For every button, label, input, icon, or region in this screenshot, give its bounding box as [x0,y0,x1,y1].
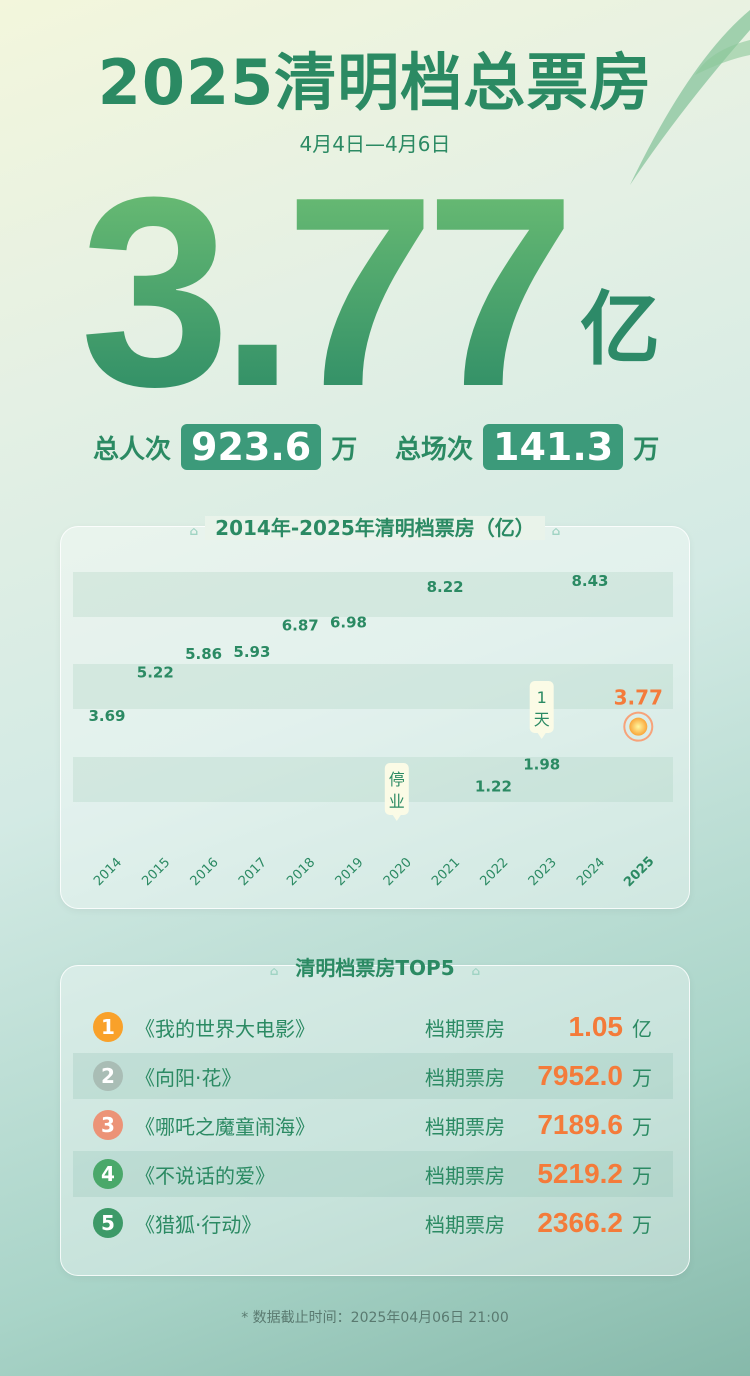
admissions-unit: 万 [331,434,358,465]
ranking-row: 3 《哪吒之魔童闹海》 档期票房 7189.6 万 [73,1102,673,1148]
rank-badge: 4 [93,1159,123,1189]
x-tick-2022: 2022 [477,855,511,889]
total-box-office: 3.77 [80,142,575,443]
box-office-label: 档期票房 [425,1065,505,1090]
x-tick-2015: 2015 [139,855,173,889]
box-office-label: 档期票房 [425,1212,505,1237]
top5-title: ⌂ 清明档票房TOP5 ⌂ [0,952,750,981]
box-office-unit: 亿 [632,1016,652,1041]
value-label-2021: 8.22 [427,578,464,596]
x-tick-2019: 2019 [333,855,367,889]
movie-title: 《向阳·花》 [135,1065,242,1090]
annotation-bubble [529,681,554,733]
bar-chart: 3.69 2014 5.22 2015 5.86 2016 5.93 2017 6.87 2018… [73,572,673,890]
box-office-value: 5219.2 [537,1158,623,1189]
rank-badge: 3 [93,1110,123,1140]
chart-title: ⌂ 2014年-2025年清明档票房（亿） ⌂ [0,512,750,541]
value-label-2019: 6.98 [330,613,367,631]
house-icon: ⌂ [269,964,279,978]
x-tick-2017: 2017 [236,855,270,889]
x-tick-2021: 2021 [429,855,463,889]
admissions-label: 总人次 [93,434,172,465]
rank-badge: 1 [93,1012,123,1042]
box-office-value: 1.05 [568,1011,624,1042]
box-office-unit: 万 [632,1212,652,1237]
x-tick-2023: 2023 [526,855,560,889]
ranking-row: 2 《向阳·花》 档期票房 7952.0 万 [73,1053,673,1099]
house-icon: ⌂ [471,964,481,978]
ranking-row: 5 《猎狐·行动》 档期票房 2366.2 万 [73,1200,673,1246]
box-office-value: 7952.0 [537,1060,623,1091]
screenings-value: 141.3 [483,424,624,470]
x-tick-2025: 2025 [621,854,657,890]
x-tick-2020: 2020 [381,855,415,889]
house-icon: ⌂ [551,524,561,538]
top5-title-text: 清明档票房TOP5 [295,956,455,980]
screenings-stat: 总场次 141.3 万 [395,424,659,470]
box-office-label: 档期票房 [425,1163,505,1188]
ranking-row: 1 《我的世界大电影》 档期票房 1.05 亿 [73,1004,673,1050]
page-title: 2025清明档总票房 [97,46,653,119]
ranking-row: 4 《不说话的爱》 档期票房 5219.2 万 [73,1151,673,1197]
chart-title-text: 2014年-2025年清明档票房（亿） [205,516,545,540]
total-unit: 亿 [580,283,660,376]
annotation-text: 停业 [389,770,405,811]
rank-badge: 5 [93,1208,123,1238]
rank-badge: 2 [93,1061,123,1091]
value-label-2014: 3.69 [88,707,125,725]
annotation-pointer [537,733,546,739]
annotation-bubble [384,763,409,815]
admissions-stat: 总人次 923.6 万 [93,424,357,470]
admissions-value: 923.6 [181,424,322,470]
highlight-ring [623,711,654,742]
data-cutoff-note: * 数据截止时间：2025年04月06日 21:00 [241,1310,509,1326]
box-office-label: 档期票房 [425,1016,505,1041]
grid-band [73,757,673,802]
x-tick-2018: 2018 [284,855,318,889]
x-tick-2016: 2016 [188,855,222,889]
movie-title: 《不说话的爱》 [135,1163,275,1188]
annotation-pointer [392,815,401,821]
house-icon: ⌂ [189,524,199,538]
chart-card [60,526,690,909]
screenings-label: 总场次 [395,434,474,465]
box-office-unit: 万 [632,1114,652,1139]
grid-band [73,664,673,709]
movie-title: 《哪吒之魔童闹海》 [135,1114,315,1139]
value-label-2017: 5.93 [233,643,270,661]
value-label-2018: 6.87 [282,616,319,634]
box-office-value: 7189.6 [537,1109,623,1140]
value-label-2024: 8.43 [571,572,608,590]
value-label-2022: 1.22 [475,777,512,795]
box-office-unit: 万 [632,1065,652,1090]
box-office-unit: 万 [632,1163,652,1188]
willow-leaves-decoration [630,10,750,185]
date-range: 4月4日—4月6日 [299,132,451,156]
grid-band [73,572,673,617]
value-label-2023: 1.98 [523,756,560,774]
x-tick-2014: 2014 [91,855,125,889]
movie-title: 《猎狐·行动》 [135,1212,262,1237]
value-label-2016: 5.86 [185,645,222,663]
box-office-label: 档期票房 [425,1114,505,1139]
x-tick-2024: 2024 [574,855,608,889]
screenings-unit: 万 [633,434,660,465]
value-label-2025: 3.77 [614,686,663,710]
top5-card [60,965,690,1276]
box-office-value: 2366.2 [537,1207,623,1238]
movie-title: 《我的世界大电影》 [135,1016,315,1041]
value-label-2015: 5.22 [137,663,174,681]
highlight-glow [629,717,648,736]
